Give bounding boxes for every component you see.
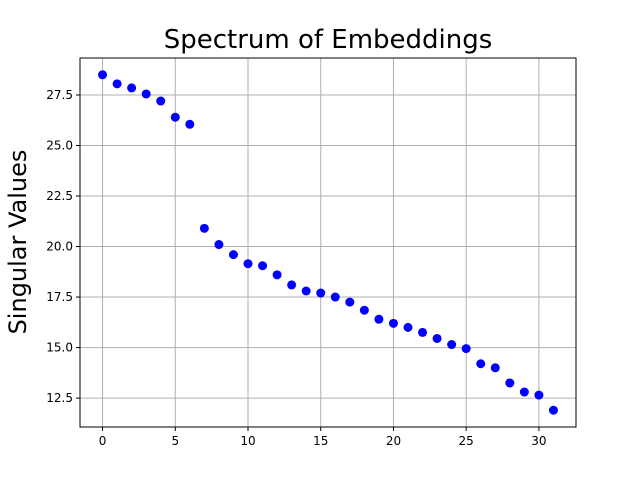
data-point [519,387,529,397]
y-axis-label: Singular Values [4,150,32,335]
data-point [287,280,297,290]
y-tick-label: 12.5 [46,391,73,405]
data-point [447,340,457,350]
data-point [330,292,340,302]
axis-ticks: 0 5 10 15 20 25 30 12.5 15.0 17.5 20.0 22.5 25.0 27.5 [46,88,546,448]
x-tick-label: 0 [99,434,107,448]
data-point [98,70,108,80]
data-point [388,318,398,328]
data-point [432,333,442,343]
data-point [490,363,500,373]
y-tick-label: 20.0 [46,240,73,254]
data-point [112,79,122,89]
y-tick-label: 22.5 [46,189,73,203]
data-point [345,297,355,307]
data-point [374,314,384,324]
data-points [98,70,558,415]
data-point [476,359,486,369]
data-point [141,89,151,99]
data-point [170,112,180,122]
y-tick-label: 17.5 [46,290,73,304]
grid-lines [80,58,576,427]
data-point [272,270,282,280]
data-point [199,223,209,233]
y-tick-label: 25.0 [46,139,73,153]
data-point [243,259,253,269]
y-tick-label: 27.5 [46,88,73,102]
data-point [403,322,413,332]
data-point [156,96,166,106]
data-point [301,286,311,296]
data-point [127,83,137,93]
data-point [461,344,471,354]
data-point [228,250,238,260]
data-point [534,390,544,400]
data-point [505,378,515,388]
data-point [185,119,195,129]
plot-area-frame [79,57,577,428]
data-point [418,327,428,337]
y-tick-label: 15.0 [46,341,73,355]
data-point [359,305,369,315]
x-tick-label: 25 [459,434,474,448]
x-tick-label: 10 [240,434,255,448]
x-tick-label: 20 [386,434,401,448]
x-tick-label: 5 [171,434,179,448]
data-point [258,261,268,271]
x-tick-label: 15 [313,434,328,448]
data-point [214,240,224,250]
x-tick-label: 30 [531,434,546,448]
data-point [548,405,558,415]
data-point [316,288,326,298]
chart-title: Spectrum of Embeddings [164,25,493,55]
